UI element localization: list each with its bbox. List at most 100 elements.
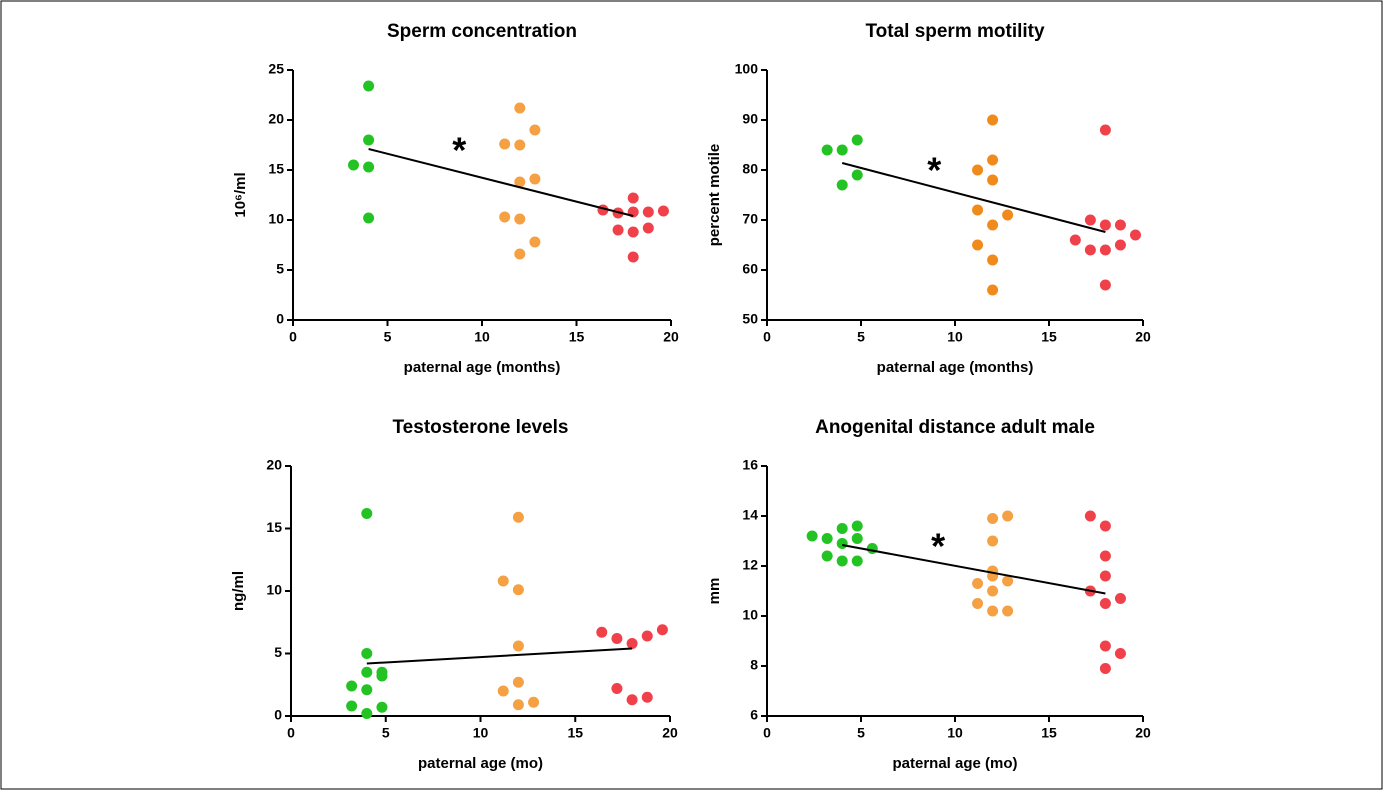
data-point bbox=[987, 605, 999, 617]
data-point bbox=[347, 159, 359, 171]
y-tick-label: 15 bbox=[268, 161, 284, 177]
data-point bbox=[528, 696, 540, 708]
data-point bbox=[1084, 214, 1096, 226]
y-tick-label: 20 bbox=[268, 111, 284, 127]
data-point bbox=[514, 213, 526, 225]
data-point bbox=[987, 114, 999, 126]
data-point bbox=[972, 598, 984, 609]
y-tick-label: 50 bbox=[742, 311, 758, 327]
data-point bbox=[1099, 570, 1111, 582]
x-tick-label: 15 bbox=[567, 725, 583, 741]
data-point bbox=[851, 134, 863, 146]
data-point bbox=[836, 538, 848, 549]
data-point bbox=[363, 212, 375, 224]
panel-title: Sperm concentration bbox=[387, 21, 577, 42]
y-tick-label: 10 bbox=[268, 211, 284, 227]
data-point bbox=[836, 555, 848, 567]
data-point bbox=[987, 535, 999, 547]
data-point bbox=[987, 254, 999, 266]
y-tick-label: 100 bbox=[735, 61, 759, 77]
y-tick-label: 70 bbox=[742, 211, 758, 227]
data-point bbox=[611, 683, 623, 694]
data-point bbox=[972, 164, 984, 176]
x-tick-label: 10 bbox=[473, 725, 489, 741]
data-point bbox=[836, 523, 848, 534]
data-point bbox=[611, 633, 623, 644]
data-point bbox=[1099, 520, 1111, 532]
y-tick-label: 60 bbox=[742, 261, 758, 277]
data-point bbox=[972, 204, 984, 216]
data-point bbox=[346, 680, 358, 692]
trend-line bbox=[368, 148, 634, 217]
x-tick-label: 20 bbox=[663, 329, 679, 345]
x-tick-label: 0 bbox=[287, 725, 295, 741]
x-tick-label: 5 bbox=[384, 329, 392, 345]
data-point bbox=[987, 154, 999, 166]
y-tick-label: 90 bbox=[742, 111, 758, 127]
trend-line bbox=[841, 162, 1106, 233]
data-point bbox=[866, 543, 878, 554]
data-point bbox=[1099, 598, 1111, 609]
data-point bbox=[1002, 510, 1014, 522]
data-point bbox=[987, 585, 999, 597]
data-point bbox=[514, 176, 526, 188]
annotation: * bbox=[452, 130, 466, 171]
data-point bbox=[363, 134, 375, 146]
trend-line bbox=[842, 544, 1106, 595]
data-point bbox=[512, 676, 524, 688]
data-point bbox=[656, 624, 668, 636]
annotation: * bbox=[927, 150, 941, 191]
y-axis-label: percent motile bbox=[706, 144, 723, 247]
data-point bbox=[1114, 593, 1126, 604]
data-point bbox=[497, 575, 509, 587]
data-point bbox=[1129, 229, 1141, 241]
data-point bbox=[821, 144, 833, 156]
data-point bbox=[361, 684, 373, 696]
data-point bbox=[987, 513, 999, 524]
data-point bbox=[851, 520, 863, 532]
panel-title: Anogenital distance adult male bbox=[815, 417, 1095, 438]
data-point bbox=[1002, 605, 1014, 617]
data-point bbox=[1114, 648, 1126, 659]
data-point bbox=[612, 224, 624, 236]
x-tick-label: 0 bbox=[289, 329, 297, 345]
data-point bbox=[512, 584, 524, 596]
data-point bbox=[376, 670, 388, 682]
data-point bbox=[851, 555, 863, 567]
y-axis-label: ng/ml bbox=[230, 571, 247, 611]
y-tick-label: 80 bbox=[742, 161, 758, 177]
data-point bbox=[529, 173, 541, 185]
data-point bbox=[626, 638, 638, 649]
data-point bbox=[627, 192, 639, 204]
x-tick-label: 20 bbox=[1135, 329, 1151, 345]
data-point bbox=[363, 80, 375, 92]
data-point bbox=[821, 550, 833, 562]
data-point bbox=[642, 206, 654, 218]
x-tick-label: 5 bbox=[382, 725, 390, 741]
x-axis-label: paternal age (months) bbox=[404, 359, 561, 376]
x-tick-label: 5 bbox=[857, 329, 865, 345]
data-point bbox=[376, 701, 388, 713]
data-point bbox=[361, 666, 373, 678]
y-tick-label: 5 bbox=[276, 261, 284, 277]
data-point bbox=[1114, 239, 1126, 251]
data-point bbox=[972, 578, 984, 589]
data-point bbox=[987, 219, 999, 231]
y-tick-label: 0 bbox=[276, 311, 284, 327]
data-point bbox=[1069, 234, 1081, 246]
data-point bbox=[514, 248, 526, 260]
x-tick-label: 0 bbox=[763, 329, 771, 345]
x-tick-label: 20 bbox=[1135, 725, 1151, 741]
data-point bbox=[1099, 124, 1111, 136]
data-point bbox=[1002, 575, 1014, 587]
data-point bbox=[514, 139, 526, 151]
data-point bbox=[497, 685, 509, 697]
y-tick-label: 25 bbox=[268, 61, 284, 77]
data-point bbox=[851, 169, 863, 181]
x-tick-label: 10 bbox=[947, 725, 963, 741]
x-tick-label: 15 bbox=[569, 329, 585, 345]
data-point bbox=[836, 179, 848, 191]
data-point bbox=[499, 138, 511, 150]
